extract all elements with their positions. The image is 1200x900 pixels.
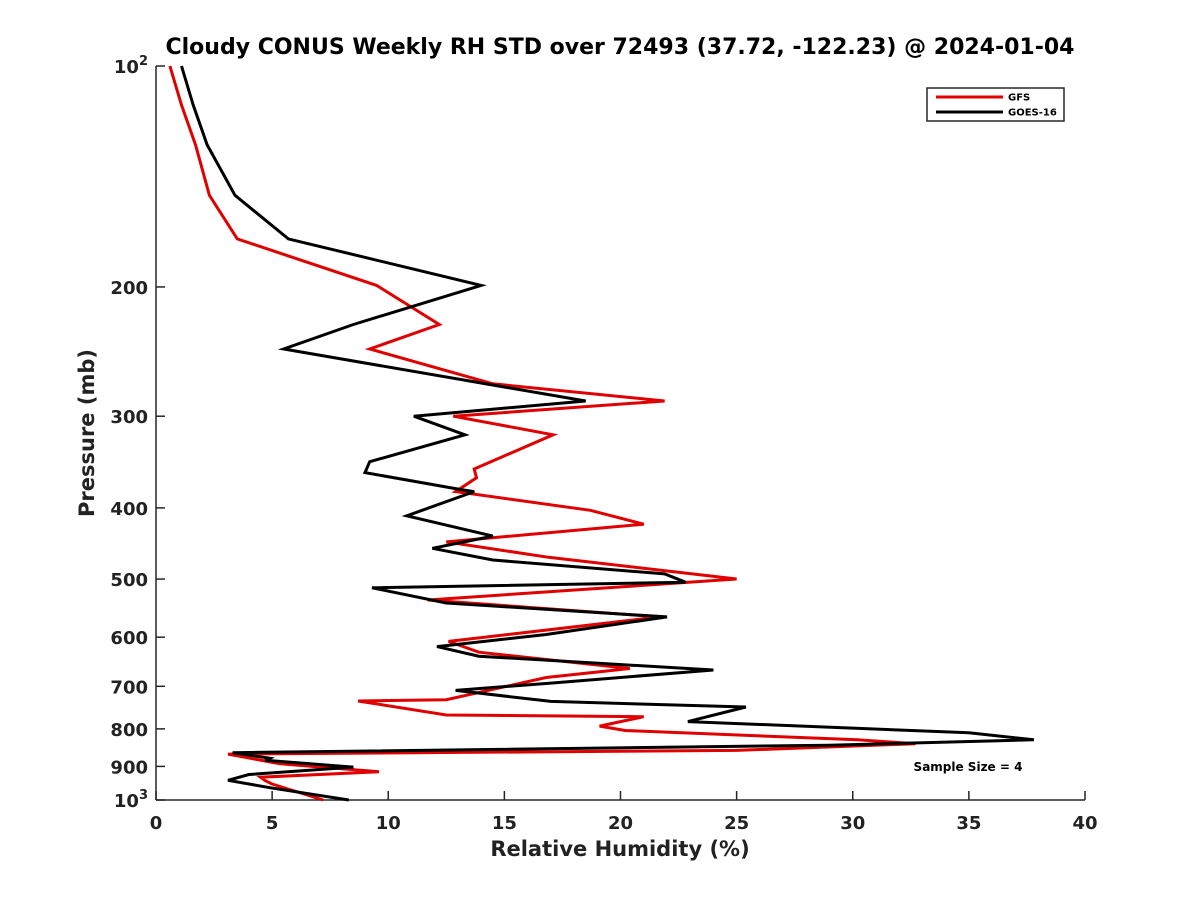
x-tick-label: 15 [492,813,517,834]
x-tick-label: 30 [840,813,865,834]
y-tick-label: 500 [110,570,148,591]
plot-area: 0 5 10 15 20 25 30 35 40 102 200 300 400 500 600 700 800… [110,54,1097,834]
y-tick-label: 700 [110,677,148,698]
x-tick-label: 20 [608,813,633,834]
legend-box [926,87,1065,122]
y-tick-label: 300 [110,407,148,428]
x-tick-label: 35 [956,813,981,834]
y-tick-label: 800 [110,720,148,741]
y-tick-label: 600 [110,628,148,649]
x-tick-label: 10 [376,813,401,834]
y-tick-label: 400 [110,499,148,520]
y-tick-label: 200 [110,278,148,299]
legend-label: GOES-16 [1008,108,1057,119]
series-line-goes-16 [180,65,1035,802]
y-tick-label: 103 [114,788,148,812]
y-axis-label: Pressure (mb) [75,349,99,517]
x-tick-label: 0 [150,813,163,834]
x-axis-label: Relative Humidity (%) [490,837,749,861]
sample-size-annotation: Sample Size = 4 [914,760,1023,774]
x-tick-label: 5 [266,813,279,834]
legend-label: GFS [1008,93,1030,104]
y-tick-label: 900 [110,757,148,778]
x-tick-label: 40 [1072,813,1097,834]
legend: GFS GOES-16 [926,87,1065,122]
chart-title: Cloudy CONUS Weekly RH STD over 72493 (3… [166,35,1075,60]
y-tick-label: 102 [114,54,148,78]
x-tick-label: 25 [724,813,749,834]
